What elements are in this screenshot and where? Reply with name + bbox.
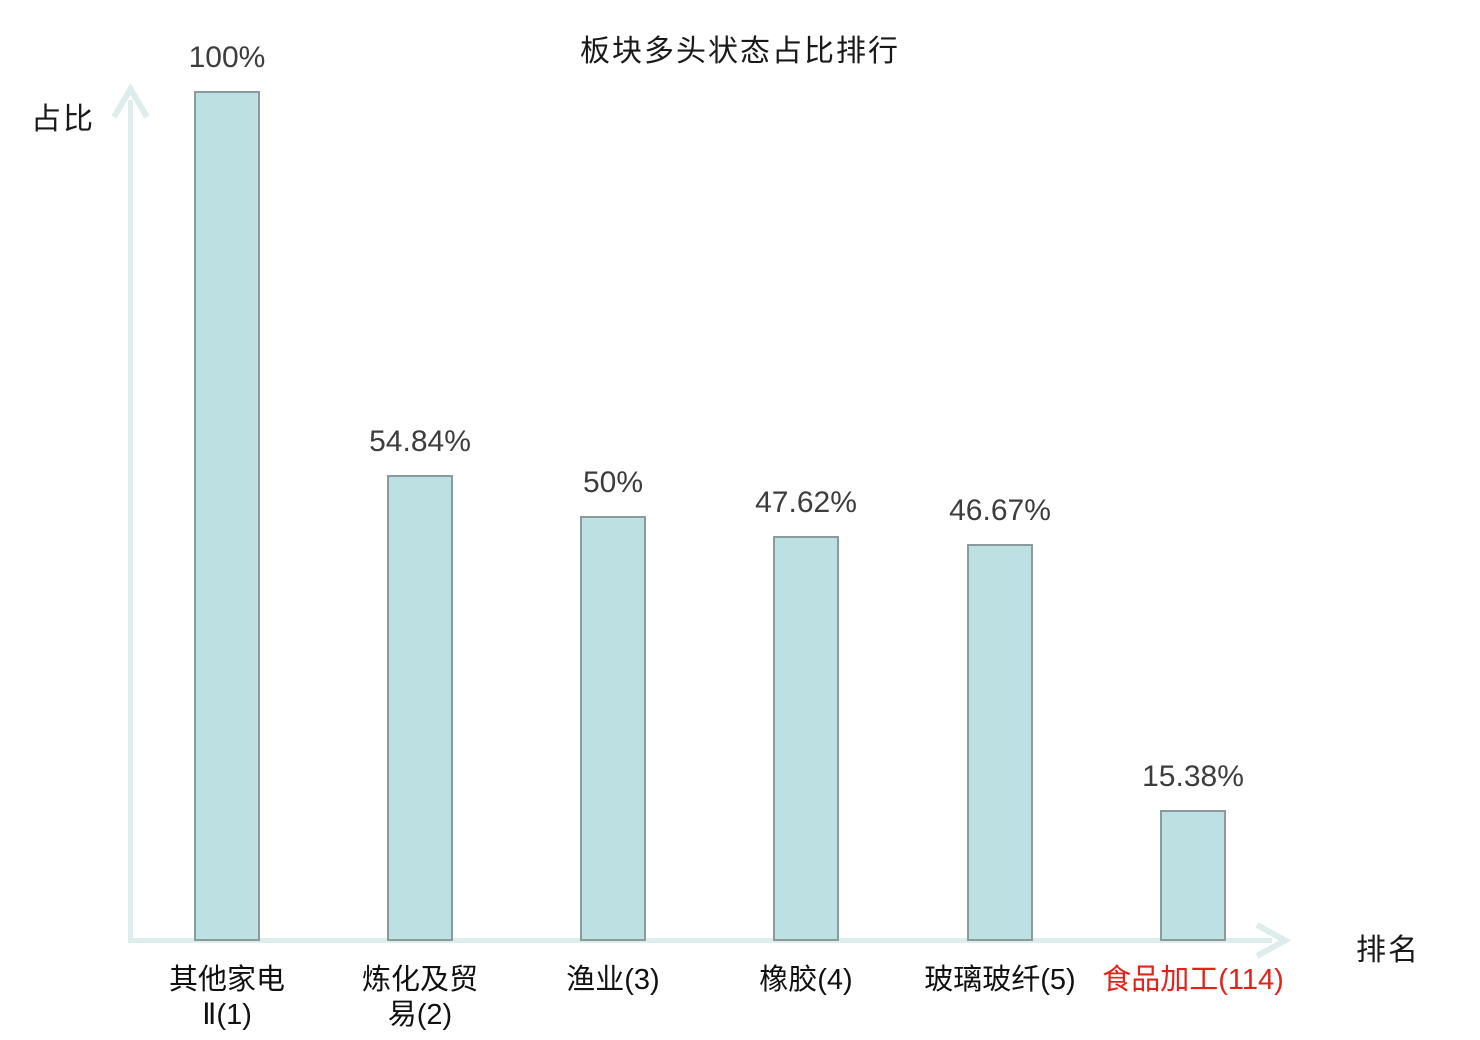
x-axis-label: 排名 bbox=[1356, 934, 1420, 967]
y-axis-label: 占比 bbox=[31, 103, 95, 136]
x-axis-arrow-icon bbox=[1255, 922, 1292, 959]
bar-value-label: 100% bbox=[188, 41, 266, 74]
bar-category-label-line: 易(2) bbox=[387, 999, 453, 1031]
bar-category-label: 渔业(3) bbox=[495, 963, 731, 998]
bar[interactable] bbox=[773, 536, 839, 941]
bar-category-label: 食品加工(114) bbox=[1075, 963, 1311, 998]
bar-category-label-line: 玻璃玻纤(5) bbox=[924, 964, 1076, 996]
bar-category-label: 橡胶(4) bbox=[688, 963, 924, 998]
bar-value-label: 15.38% bbox=[1142, 760, 1244, 794]
bar-category-label: 炼化及贸 易(2) bbox=[302, 963, 538, 1033]
bar[interactable] bbox=[967, 544, 1033, 941]
bar-value-label: 50% bbox=[582, 466, 644, 499]
bar-value-label: 47.62% bbox=[755, 486, 857, 520]
bar[interactable] bbox=[194, 91, 260, 941]
bar[interactable] bbox=[1160, 810, 1226, 941]
chart-title: 板块多头状态占比排行 bbox=[580, 35, 900, 68]
bar-value-label: 54.84% bbox=[369, 424, 471, 458]
bar-category-label: 玻璃玻纤(5) bbox=[882, 963, 1118, 998]
bar-value-label: 46.67% bbox=[949, 494, 1051, 528]
bar-category-label-line: Ⅱ(1) bbox=[202, 999, 252, 1031]
bar[interactable] bbox=[387, 474, 453, 941]
bar-category-label-line: 其他家电 bbox=[168, 964, 285, 996]
bar-category-label-line: 食品加工(114) bbox=[1102, 964, 1284, 996]
bar-category-label-line: 渔业(3) bbox=[566, 964, 660, 996]
bar-category-label-line: 橡胶(4) bbox=[759, 964, 853, 996]
bar[interactable] bbox=[580, 516, 646, 941]
bar-category-label: 其他家电 Ⅱ(1) bbox=[109, 963, 345, 1033]
bar-category-label-line: 炼化及贸 bbox=[361, 964, 478, 996]
y-axis-arrow-icon bbox=[111, 83, 150, 119]
